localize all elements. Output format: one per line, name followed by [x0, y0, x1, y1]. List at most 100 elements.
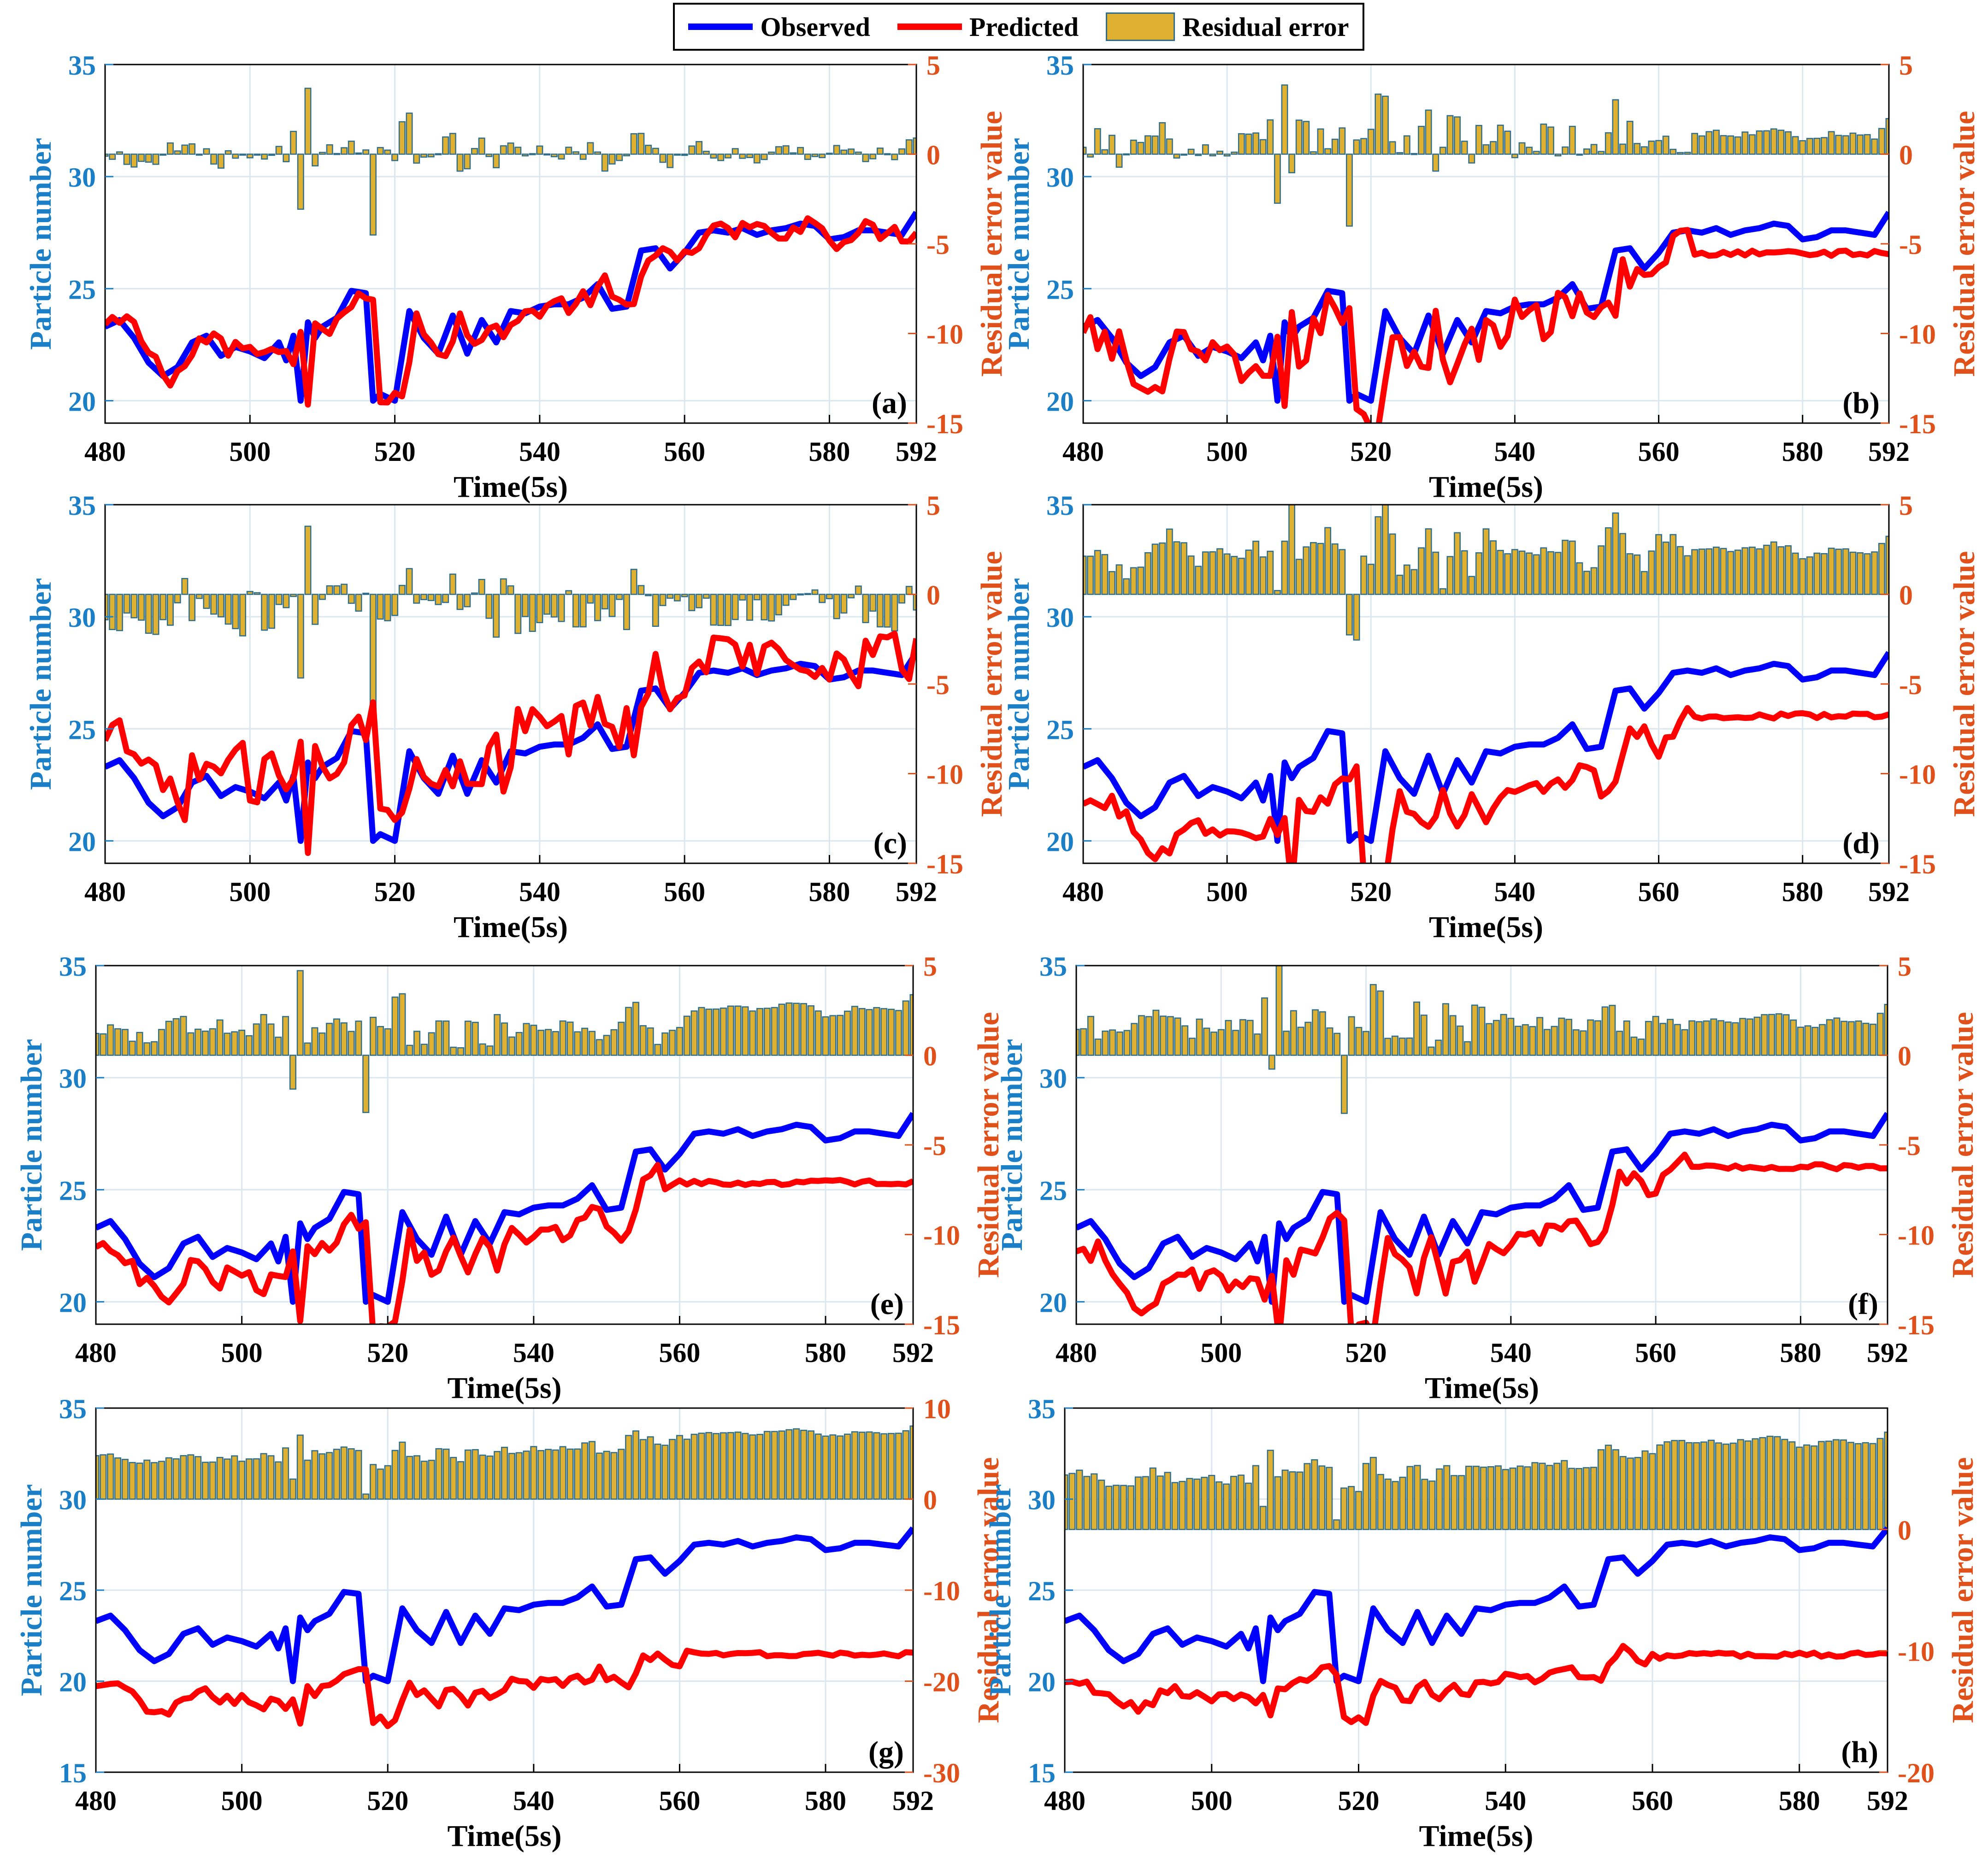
y-axis-label-right: Residual error value — [975, 111, 1009, 377]
residual-bar — [880, 1433, 888, 1500]
residual-bar — [1626, 121, 1634, 155]
residual-bar — [625, 1007, 632, 1056]
x-tick-label: 592 — [892, 1786, 934, 1816]
residual-bar — [166, 594, 174, 626]
residual-bar — [472, 1449, 479, 1500]
residual-bar — [690, 1010, 698, 1056]
residual-bar — [486, 1045, 494, 1056]
residual-bar — [1396, 152, 1404, 155]
x-tick-label: 580 — [808, 877, 850, 907]
residual-bar — [1331, 543, 1339, 595]
residual-bar — [1468, 576, 1475, 595]
residual-bar — [1421, 1479, 1428, 1530]
residual-bar — [797, 147, 804, 155]
residual-bar — [1418, 547, 1425, 595]
residual-bar — [1281, 541, 1288, 595]
y-tick-label-right: -30 — [923, 1758, 960, 1788]
x-tick-label: 540 — [1494, 436, 1535, 467]
residual-bar — [1804, 1025, 1811, 1056]
residual-bar — [739, 153, 746, 159]
residual-bar — [1209, 153, 1216, 157]
residual-bar — [1547, 126, 1554, 155]
y-axis-label-right: Residual error value — [1946, 1012, 1980, 1278]
residual-bar — [283, 594, 290, 608]
residual-bars — [1083, 505, 1889, 641]
y-tick-label-left: 25 — [59, 1576, 87, 1606]
residual-bar — [1849, 132, 1857, 155]
residual-bar — [608, 594, 616, 617]
residual-bar — [558, 594, 565, 622]
residual-bar — [1785, 545, 1792, 595]
residual-bar — [1295, 559, 1303, 595]
y-tick-label-left: 30 — [59, 1485, 87, 1515]
residual-bar — [362, 1055, 370, 1113]
x-tick-label: 520 — [374, 877, 416, 907]
residual-bar — [1201, 1477, 1208, 1530]
residual-bar — [790, 594, 797, 600]
residual-bar — [654, 1044, 661, 1056]
residual-bar — [543, 153, 551, 156]
residual-bar — [565, 590, 572, 595]
residual-bar — [239, 594, 247, 637]
residual-bar — [1539, 1462, 1546, 1530]
y-tick-label-left: 30 — [68, 162, 96, 193]
residual-bar — [1655, 140, 1663, 155]
residual-bar — [210, 153, 218, 165]
predicted-line — [1065, 1643, 1888, 1726]
residual-bar — [1558, 1017, 1565, 1056]
residual-bar — [1864, 134, 1871, 155]
residual-bar — [304, 88, 312, 155]
residual-bar — [1101, 554, 1109, 595]
residual-bar — [107, 1024, 114, 1056]
residual-bar — [1781, 1439, 1788, 1530]
residual-bar — [1454, 532, 1461, 595]
residual-bar — [450, 1456, 457, 1500]
residual-bar — [201, 1031, 209, 1056]
residual-bar — [1436, 1468, 1443, 1530]
y-tick-label-left: 35 — [68, 490, 96, 521]
residual-bar — [851, 1006, 858, 1056]
residual-bar — [1281, 1469, 1289, 1530]
residual-bar — [181, 144, 189, 155]
residual-bar — [195, 1456, 202, 1500]
y-axis-label-right: Residual error value — [1947, 111, 1981, 377]
residual-bar — [869, 153, 877, 159]
x-axis-label: Time(5s) — [454, 470, 568, 504]
x-tick-label: 520 — [1350, 877, 1392, 907]
residual-bar — [1737, 1439, 1744, 1530]
residual-bar — [1410, 569, 1418, 595]
residual-bar — [1406, 1038, 1413, 1056]
residual-bar — [1576, 153, 1583, 156]
residual-bar — [304, 1459, 311, 1500]
residual-bar — [377, 1468, 384, 1500]
residual-bar — [724, 594, 731, 626]
x-tick-label: 500 — [221, 1786, 263, 1816]
residual-bar — [406, 1456, 413, 1500]
residual-bar — [696, 141, 703, 155]
residual-bar — [1094, 128, 1101, 155]
panel-label: (e) — [870, 1287, 904, 1321]
residual-bar — [1691, 133, 1699, 155]
residual-bar — [189, 594, 196, 621]
residual-bar — [1355, 1027, 1363, 1056]
x-axis-label: Time(5s) — [1425, 1371, 1539, 1405]
residual-bar — [829, 1434, 837, 1500]
residual-bar — [1310, 151, 1317, 155]
residual-bar — [1127, 1485, 1135, 1530]
residual-bar — [1659, 1023, 1667, 1056]
residual-bar — [1609, 1005, 1616, 1056]
x-tick-label: 580 — [1782, 877, 1823, 907]
x-tick-label: 540 — [1485, 1786, 1526, 1816]
residual-bar — [136, 1032, 143, 1056]
y-tick-label-left: 25 — [1039, 1175, 1067, 1206]
residual-bar — [1590, 1467, 1598, 1530]
observed-line — [1083, 651, 1889, 844]
residual-bar — [1428, 1480, 1436, 1530]
residual-bar — [696, 594, 703, 608]
residual-bar — [1120, 1485, 1127, 1530]
residual-bar — [340, 1446, 348, 1500]
x-tick-label: 480 — [84, 877, 126, 907]
residual-bar — [1137, 566, 1144, 595]
residual-bar — [130, 153, 138, 168]
residual-bar — [1494, 1465, 1502, 1530]
